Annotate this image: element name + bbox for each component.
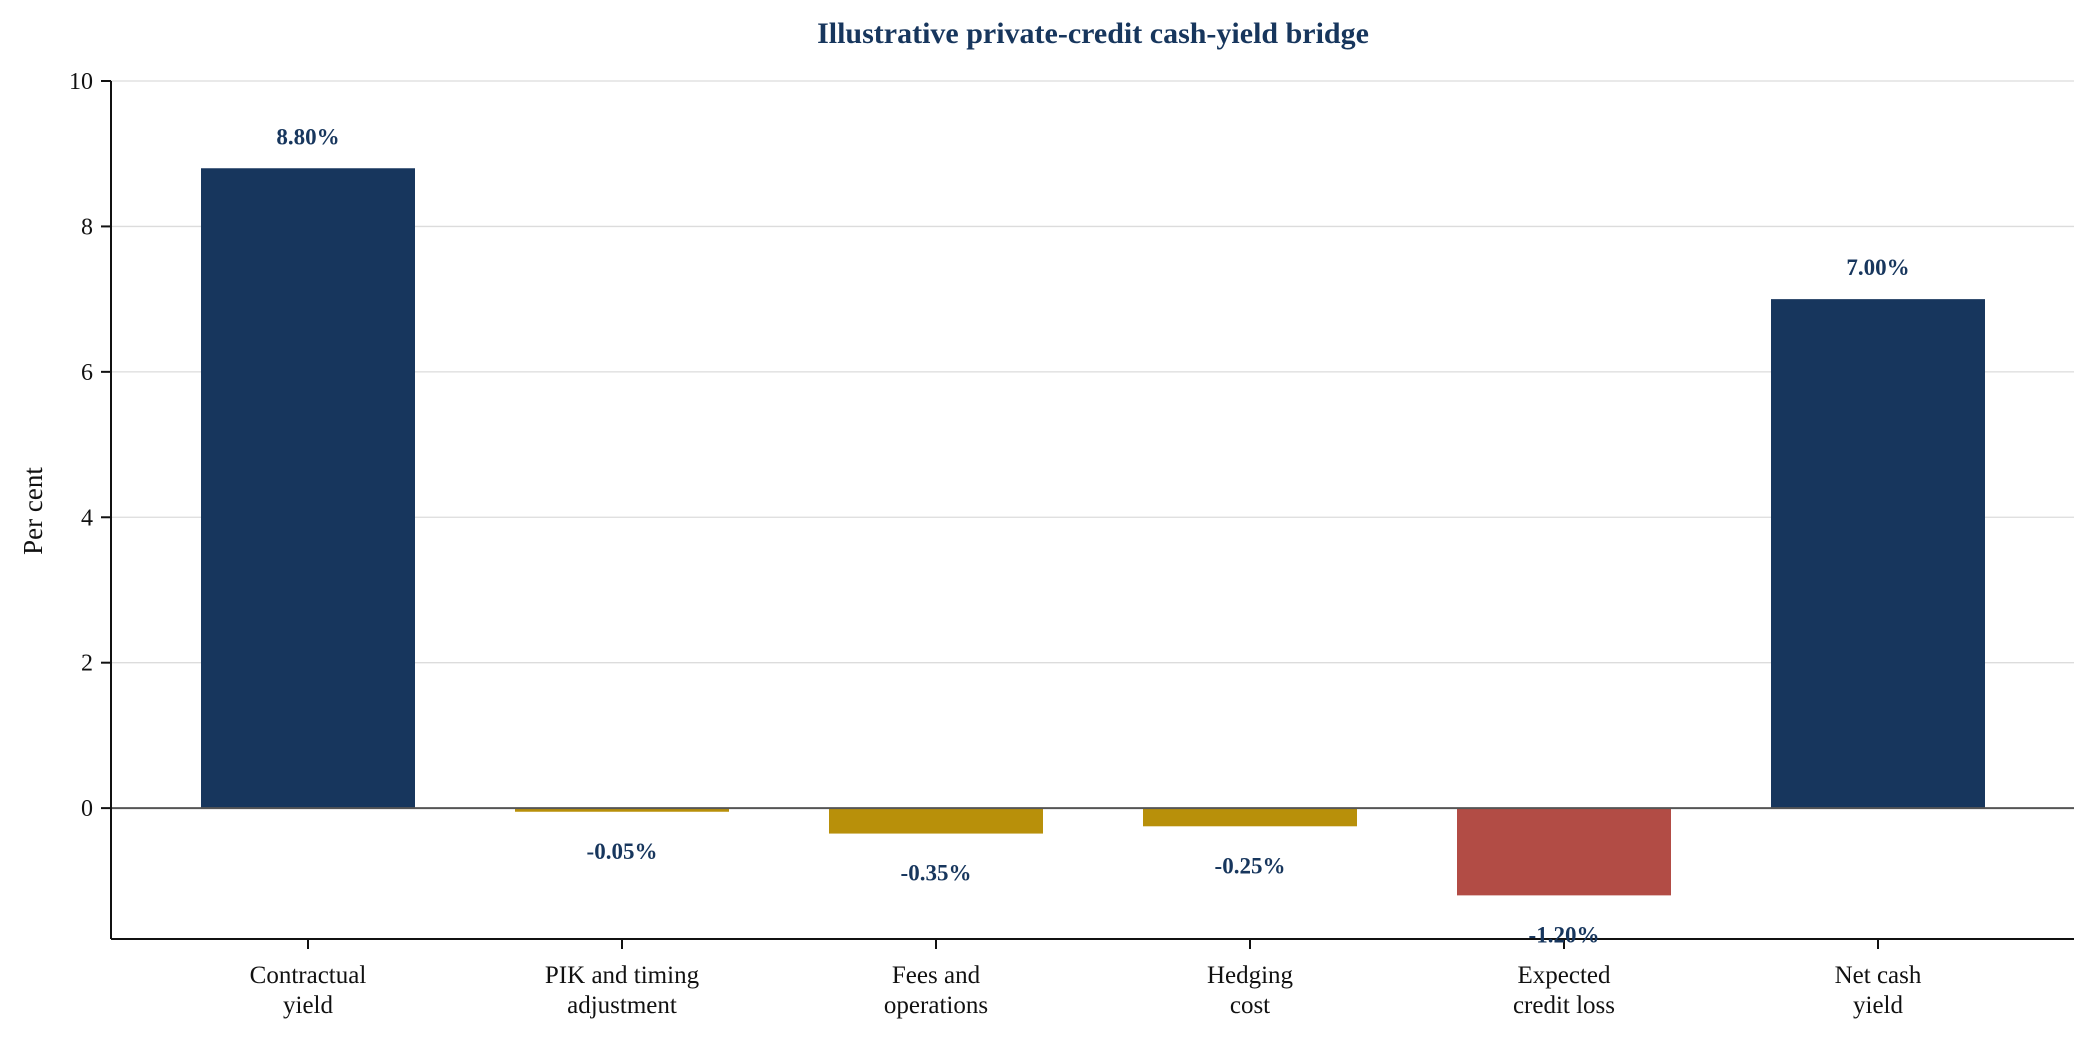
chart-title: Illustrative private-credit cash-yield b… xyxy=(817,17,1369,50)
bar-4 xyxy=(1143,808,1357,827)
data-labels: 8.80% -0.05% -0.35% -0.25% -1.20% 7.00% xyxy=(276,124,1909,947)
x-tick-label-4-line-1: Hedging xyxy=(1207,962,1294,989)
x-tick-label-6-line-2: yield xyxy=(1853,992,1903,1019)
x-tick-label-2-line-1: PIK and timing xyxy=(545,962,700,989)
x-tick-label-4-line-2: cost xyxy=(1230,992,1270,1019)
x-tick-labels: Contractual yield PIK and timing adjustment… xyxy=(250,962,1922,1019)
bar-6 xyxy=(1771,299,1985,809)
data-label-1: 8.80% xyxy=(276,124,339,149)
x-tick-label-3-line-1: Fees and xyxy=(892,962,981,989)
y-tick-label-0: 0 xyxy=(81,796,93,822)
y-tick-label-2: 2 xyxy=(81,651,93,677)
data-label-2: -0.05% xyxy=(587,839,658,864)
y-tick-labels: 0 2 4 6 8 10 xyxy=(69,69,93,822)
x-tick-label-5-line-2: credit loss xyxy=(1513,992,1615,1019)
y-tick-label-4: 4 xyxy=(81,505,93,531)
bars xyxy=(201,168,1985,896)
bar-1 xyxy=(201,168,415,809)
x-tick-label-1-line-2: yield xyxy=(283,992,333,1019)
x-tick-label-5-line-1: Expected xyxy=(1517,962,1611,989)
axes xyxy=(101,80,2074,949)
x-tick-label-3-line-2: operations xyxy=(884,992,988,1019)
y-tick-label-10: 10 xyxy=(69,69,93,95)
data-label-4: -0.25% xyxy=(1215,853,1286,878)
x-tick-label-2-line-2: adjustment xyxy=(567,992,677,1019)
bar-2 xyxy=(515,808,729,812)
data-label-6: 7.00% xyxy=(1846,255,1909,280)
data-label-3: -0.35% xyxy=(901,861,972,886)
y-axis-title: Per cent xyxy=(18,467,48,555)
data-label-5: -1.20% xyxy=(1529,922,1600,947)
y-tick-label-8: 8 xyxy=(81,214,93,240)
bar-3 xyxy=(829,808,1043,834)
x-tick-label-1-line-1: Contractual xyxy=(250,962,367,989)
x-tick-label-6-line-1: Net cash xyxy=(1835,962,1922,989)
y-tick-label-6: 6 xyxy=(81,360,93,386)
bar-5 xyxy=(1457,808,1671,896)
